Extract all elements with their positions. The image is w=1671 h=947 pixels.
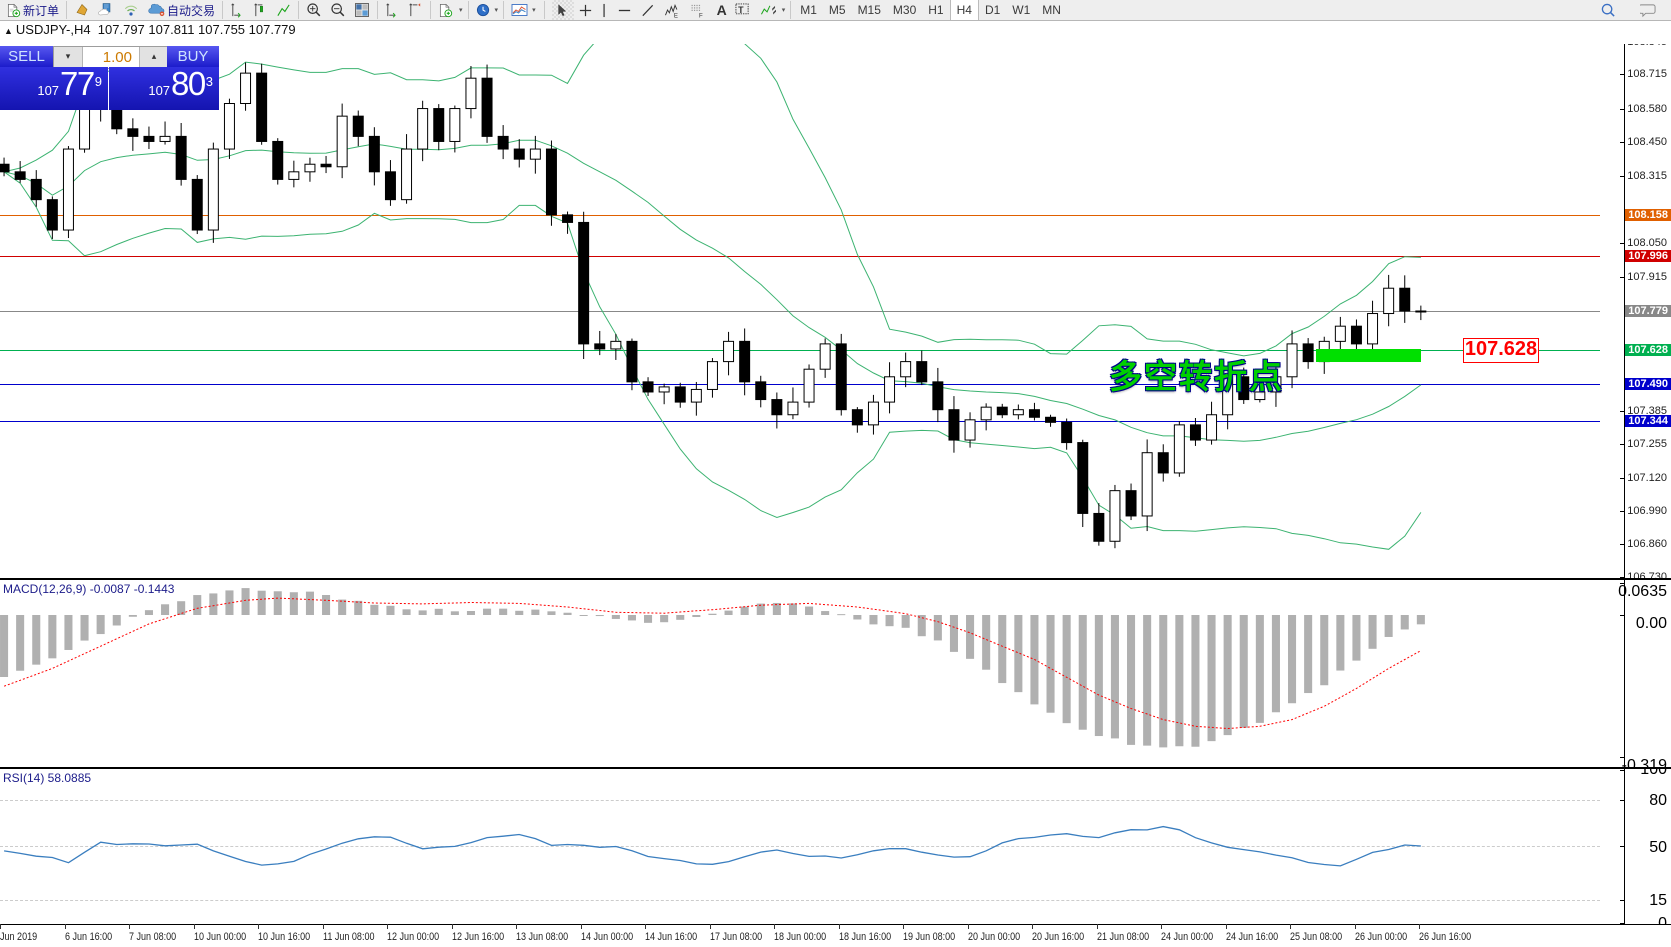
svg-text:T: T [738, 4, 744, 14]
svg-text:E: E [673, 12, 677, 17]
svg-text:F: F [699, 12, 703, 17]
